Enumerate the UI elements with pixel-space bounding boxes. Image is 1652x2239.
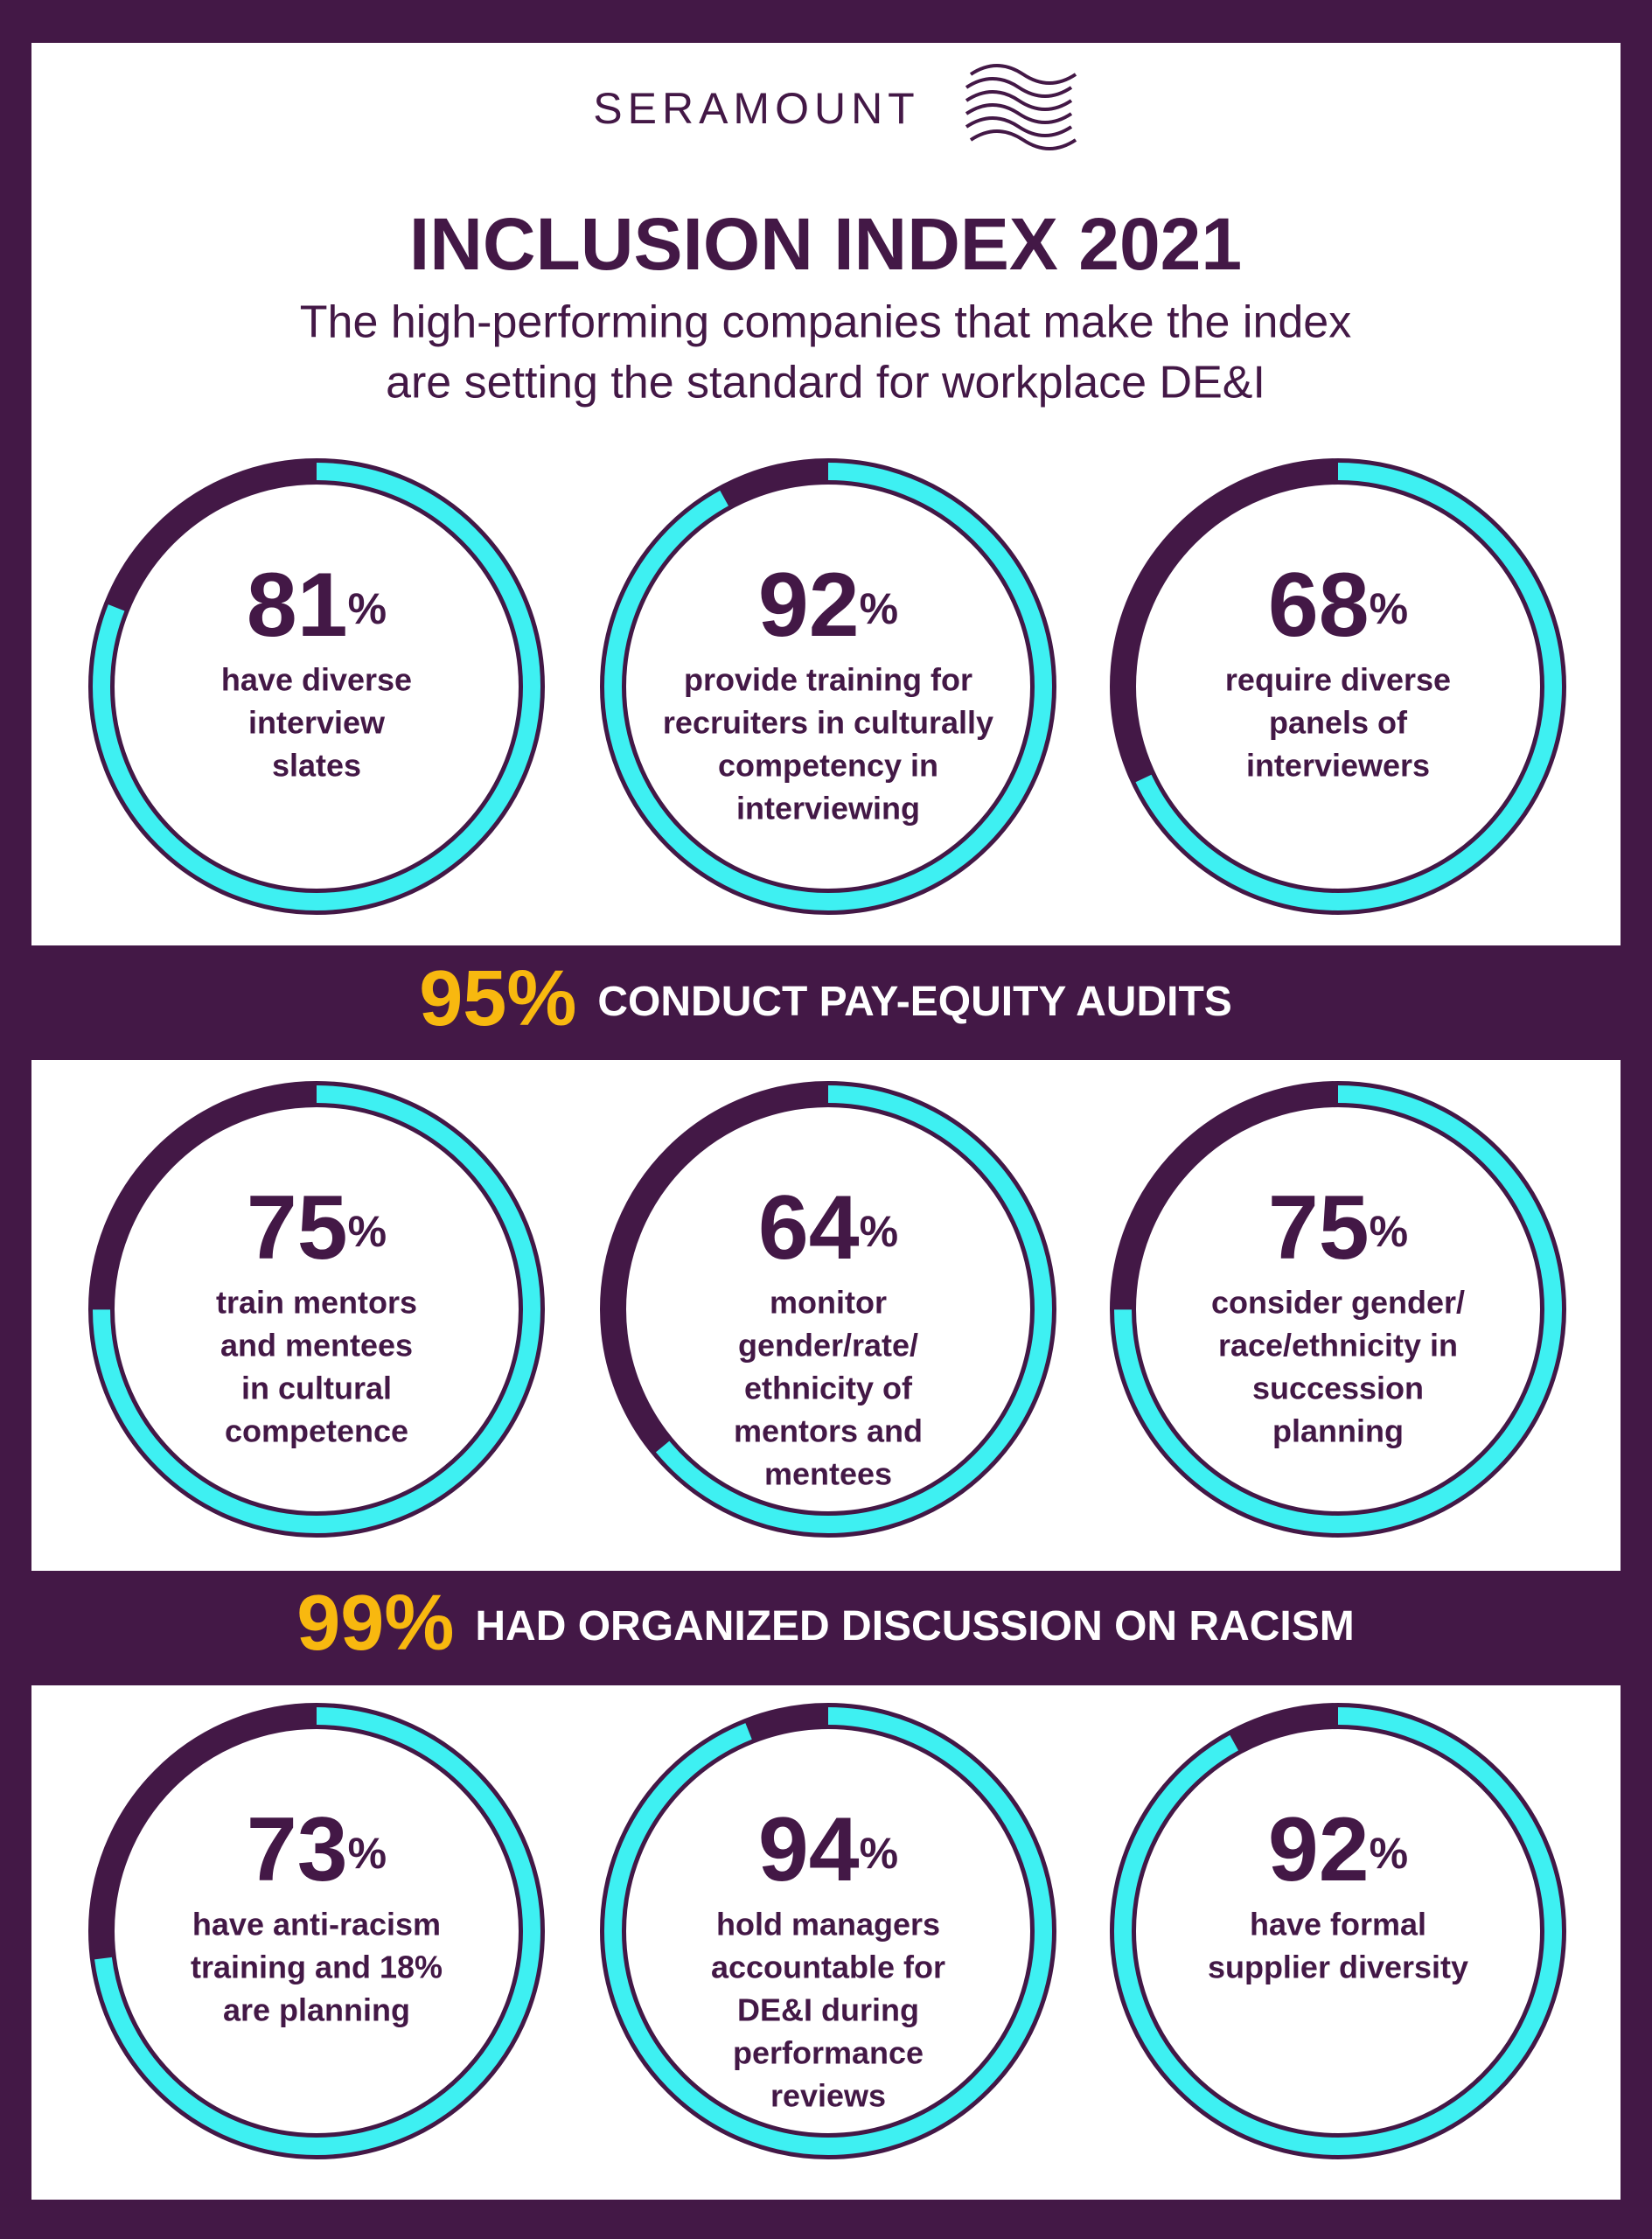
ring-value [93, 1707, 540, 2155]
stat-label: require diverse [1225, 662, 1451, 698]
banner-percent: 95% [419, 955, 576, 1043]
stat-label: have diverse [221, 662, 412, 698]
stat-value: 75 [247, 1177, 348, 1279]
stat-label: succession [1252, 1371, 1424, 1406]
banner-percent: 99% [296, 1580, 454, 1667]
stat-unit: % [860, 1829, 898, 1878]
stat-label: in cultural [241, 1371, 392, 1406]
stat-label: performance [733, 2035, 924, 2071]
stat-label: interviewing [736, 791, 920, 827]
stat-label: DE&I during [737, 1992, 919, 2028]
stat-number: 75% [1268, 1177, 1408, 1279]
stat-number: 68% [1268, 555, 1408, 656]
ring-value [1114, 1707, 1562, 2155]
stat-label: provide training for [684, 662, 972, 698]
stat-label: accountable for [711, 1950, 945, 1985]
stat-value: 92 [1268, 1799, 1370, 1901]
stat-value: 92 [758, 555, 860, 656]
stat-number: 92% [1268, 1799, 1408, 1901]
stat-label: reviews [770, 2078, 886, 2114]
stat-label: monitor [770, 1285, 887, 1321]
subtitle: The high-performing companies that make … [300, 297, 1351, 348]
stat-label: planning [1272, 1413, 1404, 1449]
stat-label: are planning [223, 1992, 410, 2028]
stat-label: mentors and [734, 1413, 923, 1449]
stat-label: consider gender/ [1211, 1285, 1465, 1321]
stat-value: 81 [247, 555, 348, 656]
panel [31, 43, 1621, 945]
stat-label: mentees [764, 1456, 892, 1492]
stat-number: 75% [247, 1177, 387, 1279]
stat-label: hold managers [716, 1907, 940, 1943]
stat-label: interviewers [1246, 748, 1430, 784]
subtitle: are setting the standard for workplace D… [386, 358, 1265, 408]
stat-value: 75 [1268, 1177, 1370, 1279]
banner: 95% CONDUCT PAY-EQUITY AUDITS [419, 955, 1232, 1043]
banner: 99% HAD ORGANIZED DISCUSSION ON RACISM [296, 1580, 1355, 1667]
stat-unit: % [860, 584, 898, 633]
title: INCLUSION INDEX 2021 [409, 203, 1242, 285]
stat-unit: % [348, 1207, 387, 1256]
stat-value: 68 [1268, 555, 1370, 656]
stat-number: 81% [247, 555, 387, 656]
stat-label: training and 18% [191, 1950, 443, 1985]
panel [31, 1060, 1621, 1571]
ring-value [93, 1085, 540, 1533]
stat-value: 94 [758, 1799, 860, 1901]
stat-label: competency in [718, 748, 938, 784]
banner-text: CONDUCT PAY-EQUITY AUDITS [597, 979, 1231, 1025]
logo-icon [965, 64, 1077, 150]
stat-label: competence [225, 1413, 408, 1449]
stat-unit: % [348, 584, 387, 633]
panel [31, 1685, 1621, 2200]
stat-value: 73 [247, 1799, 348, 1901]
stat-number: 64% [758, 1177, 898, 1279]
stat-label: have anti-racism [192, 1907, 441, 1943]
banner-text: HAD ORGANIZED DISCUSSION ON RACISM [475, 1603, 1354, 1650]
stat-label: have formal [1250, 1907, 1426, 1943]
ring-value [93, 463, 540, 910]
ring-value [604, 463, 1052, 910]
stat-unit: % [860, 1207, 898, 1256]
stat-unit: % [1370, 1207, 1408, 1256]
stat-label: train mentors [216, 1285, 417, 1321]
stat-label: gender/rate/ [738, 1328, 918, 1364]
stat-unit: % [1370, 1829, 1408, 1878]
ring-value [1114, 463, 1562, 910]
stat-label: race/ethnicity in [1218, 1328, 1458, 1364]
ring-value [1114, 1085, 1562, 1533]
stat-number: 94% [758, 1799, 898, 1901]
stat-label: slates [272, 748, 361, 784]
stat-label: and mentees [220, 1328, 413, 1364]
logo-text: SERAMOUNT [593, 84, 919, 133]
ring-value [604, 1085, 1052, 1533]
stat-label: supplier diversity [1208, 1950, 1468, 1985]
ring-value [604, 1707, 1052, 2155]
stat-unit: % [348, 1829, 387, 1878]
stat-number: 73% [247, 1799, 387, 1901]
stat-value: 64 [758, 1177, 860, 1279]
stat-label: ethnicity of [744, 1371, 913, 1406]
stat-unit: % [1370, 584, 1408, 633]
stat-label: recruiters in culturally [663, 705, 993, 741]
stat-label: panels of [1269, 705, 1408, 741]
stat-label: interview [248, 705, 386, 741]
stat-number: 92% [758, 555, 898, 656]
